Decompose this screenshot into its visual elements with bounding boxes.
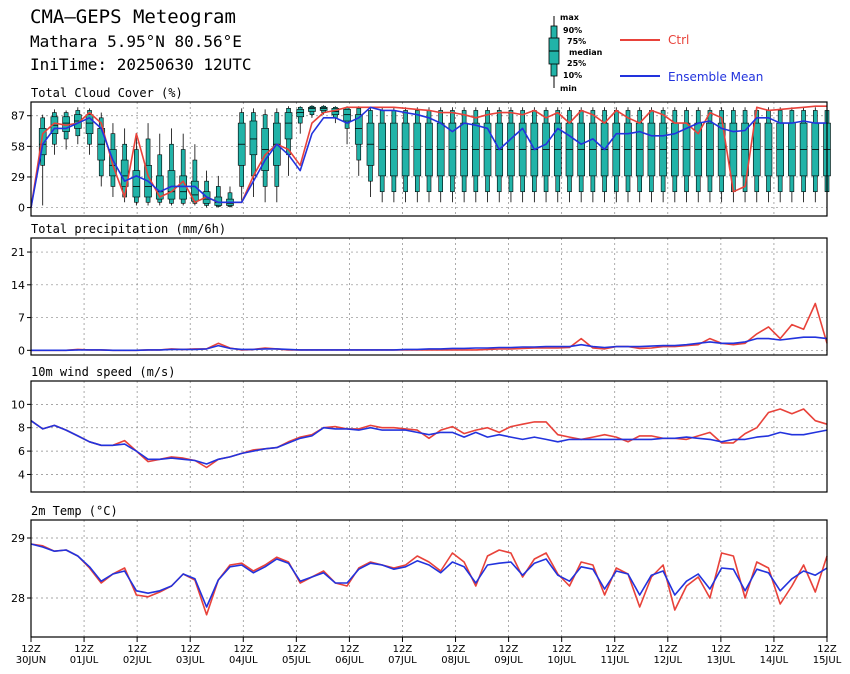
x-axis-date-label: 10JUL	[547, 655, 576, 666]
x-axis-hour-label: 12Z	[499, 644, 519, 655]
cloud-box-inner	[319, 106, 328, 111]
cloud-ytick-label: 0	[18, 202, 25, 215]
cloud-ytick-label: 29	[11, 171, 25, 184]
legend-mean-label: Ensemble Mean	[668, 70, 764, 84]
x-axis-date-label: 14JUL	[760, 655, 789, 666]
wind-ytick-label: 4	[18, 468, 25, 481]
precip-series-ensemble-mean	[31, 336, 828, 352]
x-axis-date-label: 01JUL	[70, 655, 99, 666]
cloud-box-outer	[215, 186, 221, 207]
cloud-ytick-label: 87	[11, 110, 25, 123]
x-axis-date-label: 02JUL	[123, 655, 152, 666]
precip-ytick-label: 7	[18, 312, 25, 325]
x-axis-hour-label: 12Z	[127, 644, 147, 655]
meteogram-title: CMA—GEPS Meteogram	[30, 6, 236, 28]
cloud-panel-frame	[30, 101, 828, 217]
x-axis-date-label: 11JUL	[600, 655, 629, 666]
x-axis-date-label: 06JUL	[335, 655, 364, 666]
cloud-box-inner	[308, 106, 316, 112]
temp-panel-title: 2m Temp (°C)	[31, 504, 118, 518]
temp-panel-frame	[30, 519, 828, 638]
cloud-box-inner	[167, 170, 176, 200]
x-axis-hour-label: 12Z	[446, 644, 466, 655]
x-axis-date-label: 15JUL	[813, 655, 842, 666]
boxkey-p25: 25%	[567, 59, 587, 68]
x-axis-date-label: 04JUL	[229, 655, 258, 666]
cloud-box-inner	[120, 159, 129, 187]
x-axis-hour-label: 12Z	[287, 644, 307, 655]
cloud-series-ensemble-mean	[30, 106, 827, 208]
location-line: Mathara 5.95°N 80.56°E	[30, 32, 242, 51]
x-axis-date-label: 12JUL	[654, 655, 683, 666]
wind-ytick-label: 6	[18, 445, 25, 458]
temp-series-ctrl	[30, 543, 828, 616]
precip-series-ctrl	[31, 302, 828, 352]
x-axis-date-label: 05JUL	[282, 655, 311, 666]
cloud-box-inner	[38, 128, 47, 156]
x-axis-hour-label: 12Z	[21, 644, 41, 655]
temp-ytick-label: 28	[11, 592, 25, 605]
boxkey-max: max	[560, 13, 579, 22]
boxkey-p90: 90%	[563, 26, 583, 35]
x-axis-hour-label: 12Z	[764, 644, 784, 655]
x-axis-date-label: 30JUN	[16, 655, 46, 666]
wind-series-ensemble-mean	[30, 420, 828, 465]
temp-series-ensemble-mean	[30, 543, 828, 608]
x-axis-hour-label: 12Z	[180, 644, 200, 655]
x-axis-hour-label: 12Z	[74, 644, 94, 655]
x-axis-hour-label: 12Z	[658, 644, 678, 655]
x-axis-hour-label: 12Z	[552, 644, 572, 655]
x-axis-hour-label: 12Z	[340, 644, 360, 655]
x-axis-hour-label: 12Z	[817, 644, 837, 655]
cloud-box-inner	[179, 175, 187, 200]
wind-ytick-label: 10	[11, 398, 25, 411]
cloud-series-ctrl	[30, 105, 827, 208]
precip-ytick-label: 14	[11, 279, 25, 292]
x-axis-date-label: 03JUL	[176, 655, 205, 666]
cloud-box-inner	[354, 114, 363, 145]
x-axis-date-label: 09JUL	[494, 655, 523, 666]
cloud-box-inner	[249, 120, 258, 156]
x-axis-date-label: 07JUL	[388, 655, 417, 666]
precip-panel-frame	[30, 237, 828, 356]
x-axis-date-label: 08JUL	[441, 655, 470, 666]
init-time-line: IniTime: 20250630 12UTC	[30, 55, 252, 74]
x-axis-hour-label: 12Z	[605, 644, 625, 655]
cloud-panel-title: Total Cloud Cover (%)	[31, 86, 183, 100]
cloud-box-inner	[85, 114, 94, 134]
x-axis-hour-label: 12Z	[393, 644, 413, 655]
cloud-box-inner	[343, 109, 351, 122]
cloud-ytick-label: 58	[11, 140, 25, 153]
wind-panel-title: 10m wind speed (m/s)	[31, 365, 176, 379]
x-axis-hour-label: 12Z	[233, 644, 253, 655]
boxkey-median: median	[569, 48, 603, 57]
wind-panel-frame	[30, 380, 828, 493]
precip-ytick-label: 0	[18, 344, 25, 357]
legend-ctrl-label: Ctrl	[668, 33, 690, 47]
x-axis-hour-label: 12Z	[711, 644, 731, 655]
cloud-box-inner	[284, 112, 293, 140]
temp-ytick-label: 29	[11, 532, 25, 545]
precip-ytick-label: 21	[11, 246, 25, 259]
x-axis-date-label: 13JUL	[707, 655, 736, 666]
cloud-box-inner	[132, 170, 141, 198]
wind-ytick-label: 8	[18, 422, 25, 435]
cloud-box-inner	[296, 109, 305, 118]
boxkey-p75: 75%	[567, 37, 587, 46]
precip-panel-title: Total precipitation (mm/6h)	[31, 222, 226, 236]
boxkey-p10: 10%	[563, 71, 583, 80]
boxkey-min: min	[560, 84, 577, 93]
